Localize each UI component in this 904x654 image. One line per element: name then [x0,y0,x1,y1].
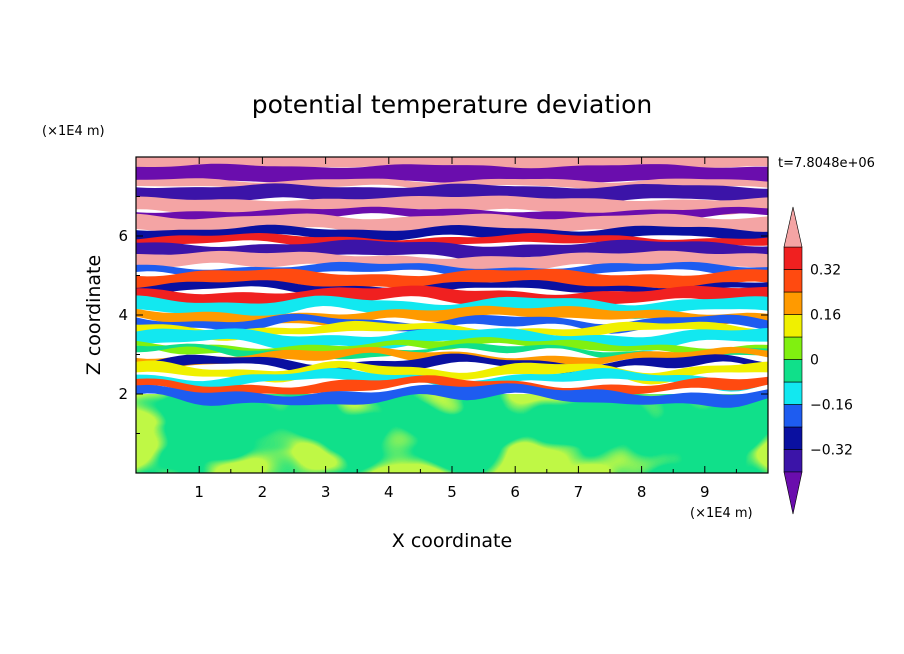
x-tick-label: 1 [194,483,204,501]
colorbar-segment [783,291,803,315]
contour-band [136,268,768,291]
contour-band [136,383,768,408]
colorbar-segment [783,449,803,473]
colorbar-tick-label: −0.32 [810,443,853,459]
colorbar-extend-min [783,471,803,515]
contour-band [136,305,768,327]
x-tick-label: 4 [384,483,394,501]
x-unit-label: (×1E4 m) [690,506,753,521]
lower-layer-blobs [136,394,768,473]
x-tick-label: 5 [447,483,457,501]
x-tick-label: 3 [321,483,331,501]
colorbar-segment [783,269,803,293]
colorbar-segment [783,336,803,360]
x-tick-label: 9 [700,483,710,501]
colorbar-segment [783,246,803,270]
x-axis-ticks: 1 2 3 4 5 6 7 8 9 [167,157,737,501]
contour-band [136,280,768,297]
y-unit-label: (×1E4 m) [42,124,105,139]
y-tick-label: 6 [118,227,128,245]
contour-band [136,343,768,360]
contour-band [136,163,768,186]
contour-field [136,157,768,473]
time-label: t=7.8048e+06 [778,156,875,171]
colorbar-segment [783,314,803,338]
colorbar-tick-label: 0.16 [810,308,841,324]
x-axis-label: X coordinate [392,530,512,552]
contour-band [136,261,768,279]
colorbar-segment [783,404,803,428]
colorbar-segment [783,359,803,383]
y-tick-label: 2 [118,385,128,403]
chart-title: potential temperature deviation [252,90,652,119]
y-axis-ticks: 2 4 6 [118,196,768,434]
colorbar-tick-label: 0.32 [810,263,841,279]
y-tick-label: 4 [118,306,128,324]
colorbar: 0.32 0.16 0 −0.16 −0.32 [783,206,853,515]
x-tick-label: 7 [574,483,584,501]
x-tick-label: 2 [258,483,268,501]
colorbar-tick-label: 0 [810,353,819,369]
x-tick-label: 8 [637,483,647,501]
y-axis-label: Z coordinate [83,255,105,375]
x-tick-label: 6 [510,483,520,501]
contour-band [136,183,768,204]
colorbar-segment [783,426,803,450]
colorbar-extend-max [783,206,803,248]
upper-layer-bands [136,157,768,408]
colorbar-tick-label: −0.16 [810,398,853,414]
contour-band [136,233,768,249]
colorbar-segment [783,381,803,405]
